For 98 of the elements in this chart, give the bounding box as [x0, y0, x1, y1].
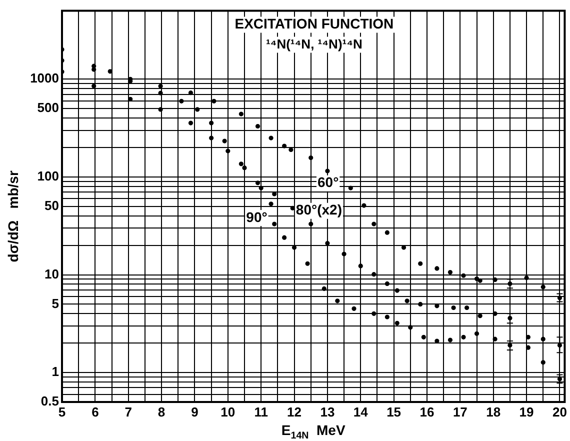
y-tick-label: 1: [52, 364, 59, 380]
y-tick-label: 50: [44, 198, 59, 213]
x-tick-label: 6: [92, 404, 99, 420]
point: [421, 334, 426, 340]
point: [492, 311, 498, 316]
point: [384, 314, 390, 320]
point: [448, 270, 453, 275]
point: [188, 120, 194, 126]
point: [242, 166, 247, 170]
point: [255, 180, 260, 186]
series-label: 90°: [246, 208, 268, 225]
y-axis-title: dσ/dΩ mb/sr: [4, 170, 21, 262]
x-tick-label: 19: [519, 404, 534, 420]
point: [524, 276, 529, 280]
point: [158, 90, 163, 96]
x-tick-label: 15: [386, 404, 402, 420]
point: [404, 298, 410, 304]
point: [268, 136, 274, 140]
x-tick-label: 13: [320, 404, 335, 420]
y-tick-label: 1000: [30, 70, 59, 86]
point: [358, 264, 363, 268]
point: [258, 186, 264, 190]
point: [308, 156, 314, 160]
point: [461, 273, 466, 278]
point: [255, 124, 260, 129]
x-tick-label: 9: [191, 404, 198, 420]
point: [188, 90, 194, 96]
point: [158, 107, 163, 112]
point: [179, 98, 184, 104]
point: [158, 84, 163, 88]
y-tick-label: 10: [44, 266, 59, 282]
x-tick-label: 20: [552, 404, 567, 420]
x-tick-label: 17: [452, 404, 468, 420]
point: [408, 325, 413, 330]
point: [474, 331, 480, 336]
point: [478, 278, 482, 283]
point: [195, 107, 200, 112]
point: [451, 305, 456, 310]
point: [282, 144, 287, 148]
point: [226, 148, 230, 154]
point: [540, 336, 546, 342]
point: [384, 281, 390, 286]
point: [461, 334, 466, 340]
x-tick-label: 7: [124, 404, 132, 420]
x-tick-label: 16: [420, 404, 434, 420]
point: [92, 67, 96, 72]
point: [418, 261, 423, 266]
point: [308, 222, 314, 226]
point: [464, 305, 470, 310]
point: [372, 222, 376, 226]
y-tick-label: 5: [52, 296, 59, 311]
point: [474, 276, 480, 282]
point: [282, 235, 287, 240]
x-tick-label: 14: [353, 404, 369, 420]
point: [540, 284, 546, 290]
y-tick-label: 0.5: [40, 394, 59, 409]
point: [348, 186, 353, 190]
point: [434, 266, 440, 271]
point: [478, 314, 482, 318]
y-tick-label: 500: [37, 100, 59, 116]
point: [448, 338, 453, 342]
x-tick-label: 11: [254, 404, 268, 420]
point: [394, 320, 400, 326]
point: [526, 334, 530, 340]
x-tick-label: 10: [220, 404, 236, 420]
y-tick-label: 100: [37, 168, 59, 184]
point: [335, 298, 340, 304]
point: [372, 311, 376, 316]
point: [238, 112, 244, 116]
chart-title: EXCITATION FUNCTION: [234, 16, 394, 32]
point: [394, 288, 400, 293]
x-tick-label: 18: [486, 404, 501, 420]
point: [238, 162, 244, 166]
point: [384, 230, 390, 235]
x-tick-label: 8: [158, 404, 166, 420]
series-label: 60°: [317, 174, 339, 190]
text: ¹⁴N(¹⁴N, ¹⁴N)¹⁴N: [266, 36, 362, 52]
point: [222, 138, 227, 144]
point: [418, 302, 423, 306]
point: [272, 222, 277, 226]
point: [352, 306, 356, 311]
point: [92, 84, 96, 88]
point: [209, 136, 214, 140]
point: [372, 272, 376, 277]
point: [540, 360, 546, 365]
point: [526, 345, 530, 350]
point: [209, 120, 214, 126]
point: [212, 98, 216, 104]
point: [325, 168, 330, 174]
point: [492, 336, 498, 342]
x-tick-label: 12: [287, 404, 302, 420]
point: [362, 203, 366, 208]
point: [492, 277, 498, 282]
point: [342, 252, 346, 256]
series-label: 80°(x2): [296, 202, 342, 218]
point: [322, 286, 326, 292]
point: [305, 261, 310, 266]
point: [268, 202, 274, 206]
